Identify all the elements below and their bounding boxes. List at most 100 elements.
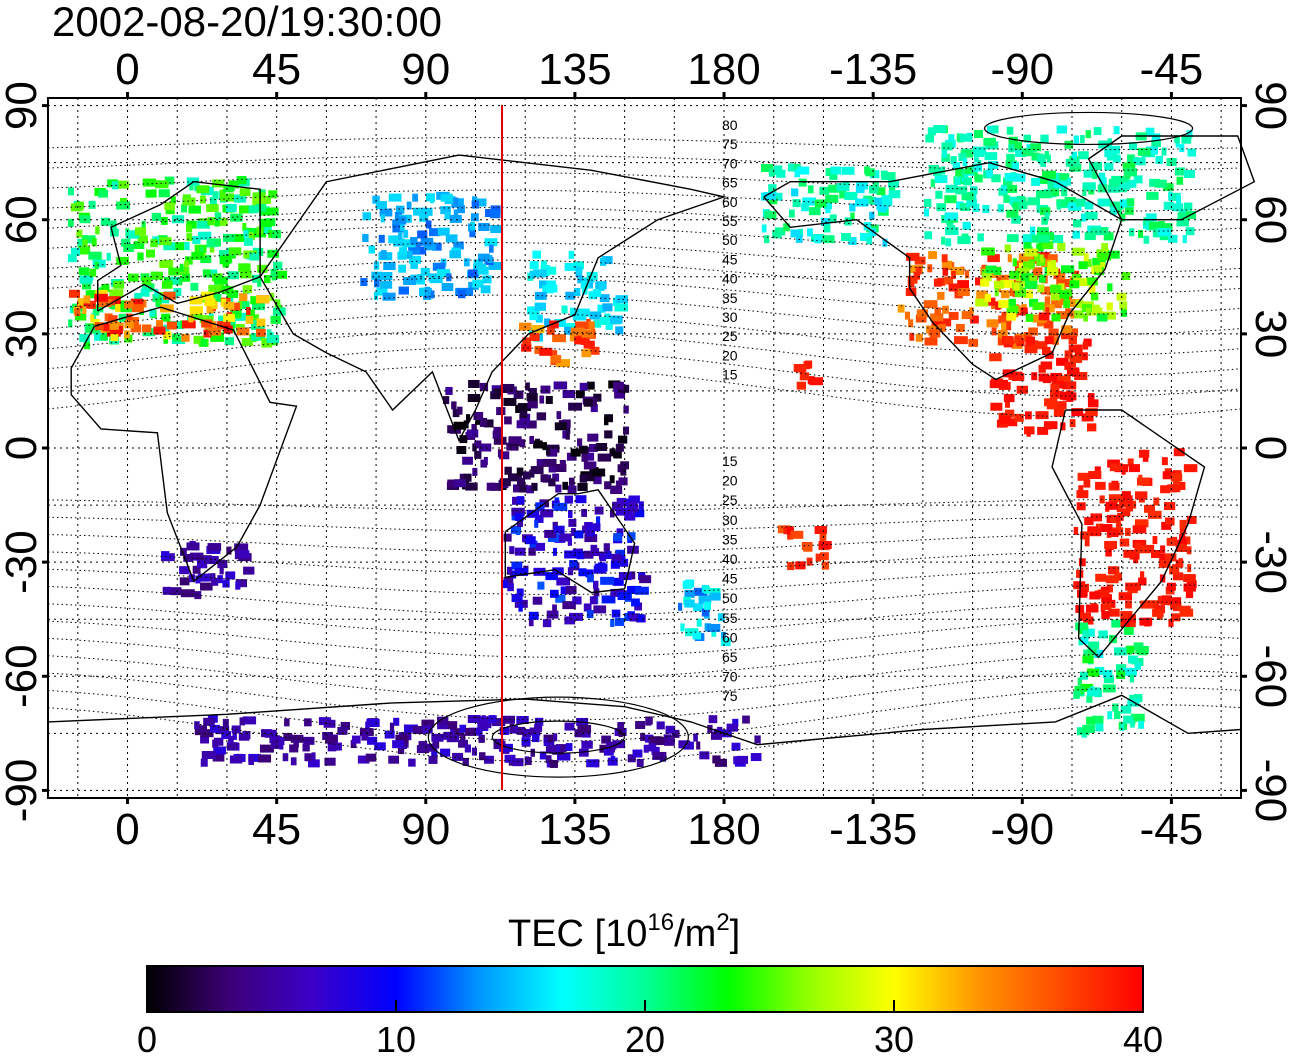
tec-cell bbox=[1151, 550, 1161, 559]
tec-cell bbox=[1069, 354, 1083, 363]
tec-cell bbox=[863, 222, 872, 231]
tec-cell bbox=[941, 260, 953, 269]
tec-cell bbox=[529, 540, 538, 549]
tec-cell bbox=[453, 209, 459, 218]
tec-cell bbox=[945, 184, 958, 193]
tec-patch-russia bbox=[360, 191, 503, 301]
tec-cell bbox=[1012, 258, 1017, 267]
tec-cell bbox=[998, 315, 1012, 324]
tec-cell bbox=[514, 547, 526, 556]
contour-label-north: 70 bbox=[722, 155, 738, 171]
tec-cell bbox=[416, 745, 430, 754]
tec-cell bbox=[985, 265, 997, 274]
tec-cell bbox=[1119, 199, 1133, 208]
tec-cell bbox=[67, 254, 77, 263]
tec-cell bbox=[1075, 198, 1086, 207]
tec-cell bbox=[954, 336, 968, 345]
tec-cell bbox=[927, 127, 937, 136]
tec-patch-hawaii bbox=[793, 360, 824, 390]
tec-cell bbox=[1085, 277, 1098, 286]
tec-cell bbox=[417, 274, 423, 283]
tec-cell bbox=[478, 721, 488, 730]
tec-cell bbox=[1082, 724, 1096, 733]
tec-cell bbox=[530, 748, 536, 757]
tec-cell bbox=[1000, 279, 1014, 288]
tec-cell bbox=[429, 275, 443, 284]
tec-cell bbox=[360, 278, 368, 287]
contour-north bbox=[47, 259, 1242, 294]
tec-cell bbox=[1018, 201, 1028, 210]
tec-cell bbox=[248, 314, 259, 323]
tec-cell bbox=[798, 178, 807, 187]
tec-cell bbox=[604, 481, 612, 490]
tec-cell bbox=[419, 213, 429, 222]
tec-cell bbox=[1110, 529, 1119, 538]
tec-cell bbox=[141, 324, 152, 333]
tec-cell bbox=[159, 259, 174, 268]
tec-cell bbox=[1160, 223, 1173, 232]
tec-cell bbox=[706, 624, 721, 633]
tec-cell bbox=[1000, 184, 1012, 193]
tec-cell bbox=[793, 363, 807, 372]
tec-cell bbox=[164, 202, 175, 211]
tec-cell bbox=[924, 231, 933, 240]
tec-cell bbox=[595, 516, 601, 525]
x-tick-label-top: 45 bbox=[252, 45, 301, 94]
tec-cell bbox=[444, 211, 451, 220]
tec-cell bbox=[1125, 645, 1135, 654]
tec-cell bbox=[1081, 413, 1094, 422]
tec-cell bbox=[1169, 566, 1180, 575]
tec-cell bbox=[500, 383, 515, 392]
tec-cell bbox=[944, 212, 958, 221]
tec-cell bbox=[1146, 600, 1160, 609]
tec-cell bbox=[408, 758, 416, 767]
tec-cell bbox=[502, 715, 516, 724]
tec-cell bbox=[242, 716, 257, 725]
tec-cell bbox=[504, 466, 512, 475]
tec-cell bbox=[586, 271, 598, 280]
tec-cell bbox=[95, 226, 100, 235]
tec-cell bbox=[471, 423, 477, 432]
tec-cell bbox=[961, 192, 974, 201]
tec-cell bbox=[1076, 490, 1089, 499]
tec-cell bbox=[521, 343, 532, 352]
contour-south bbox=[47, 670, 1242, 721]
tec-cell bbox=[680, 623, 685, 632]
tec-cell bbox=[221, 731, 232, 740]
tec-cell bbox=[614, 390, 626, 399]
tec-cell bbox=[1083, 313, 1089, 322]
contour-label-north: 55 bbox=[722, 213, 738, 229]
tec-cell bbox=[68, 319, 73, 328]
tec-cell bbox=[1047, 261, 1052, 270]
tec-cell bbox=[529, 312, 538, 321]
tec-cell bbox=[1050, 259, 1056, 268]
tec-cell bbox=[1171, 613, 1181, 622]
tec-cell bbox=[586, 381, 595, 390]
tec-cell bbox=[601, 256, 613, 265]
tec-cell bbox=[1088, 285, 1096, 294]
tec-cell bbox=[575, 321, 589, 330]
tec-cell bbox=[418, 741, 428, 750]
colorbar-tick-label: 30 bbox=[874, 1019, 914, 1057]
tec-cell bbox=[545, 284, 558, 293]
x-tick-label-top: -45 bbox=[1140, 45, 1204, 94]
tec-cell bbox=[398, 264, 406, 273]
frame-tick-top bbox=[573, 92, 577, 98]
tec-cell bbox=[362, 212, 372, 221]
tec-cell bbox=[1072, 219, 1082, 228]
tec-cell bbox=[472, 279, 484, 288]
tec-cell bbox=[526, 509, 540, 518]
tec-cell bbox=[1084, 232, 1096, 241]
contour-south bbox=[47, 567, 1242, 596]
tec-cell bbox=[1022, 234, 1034, 243]
tec-cell bbox=[1134, 519, 1149, 528]
tec-cell bbox=[982, 204, 990, 213]
tec-cell bbox=[827, 184, 841, 193]
tec-cell bbox=[452, 409, 460, 418]
tec-cell bbox=[548, 478, 556, 487]
tec-cell bbox=[141, 220, 146, 229]
tec-cell bbox=[255, 203, 267, 212]
contour-label-south: 45 bbox=[722, 571, 738, 587]
tec-cell bbox=[947, 225, 956, 234]
tec-cell bbox=[999, 415, 1012, 424]
